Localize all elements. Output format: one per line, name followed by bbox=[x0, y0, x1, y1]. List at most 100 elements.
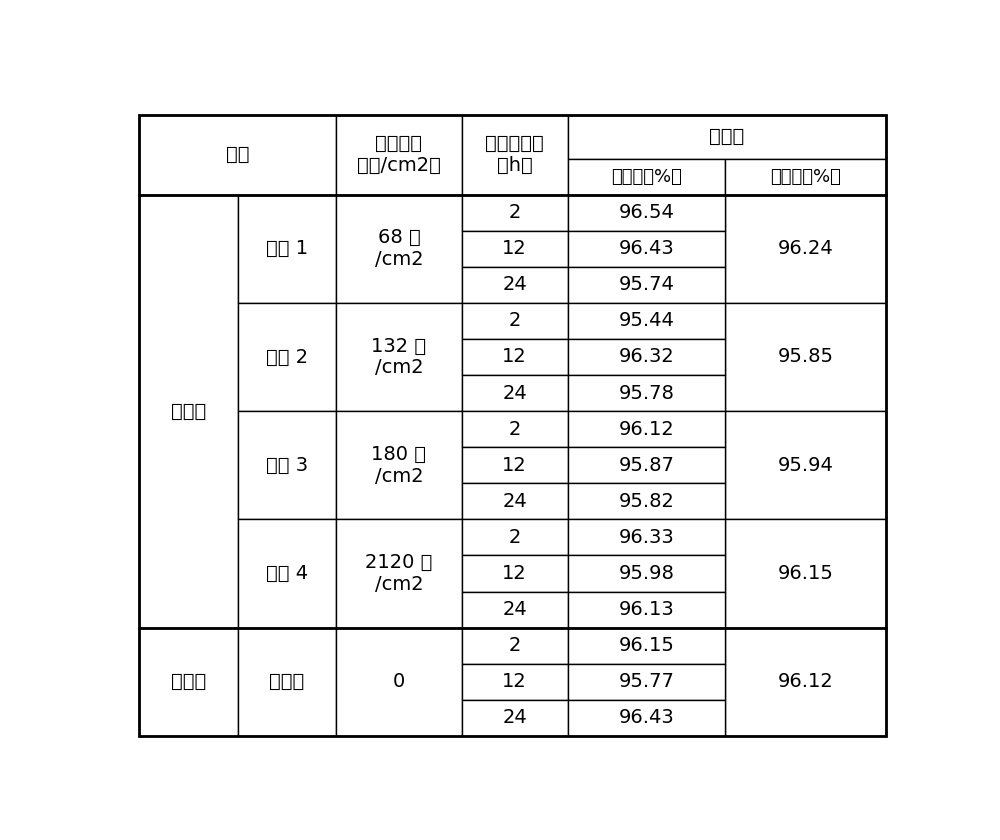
Text: 2: 2 bbox=[509, 636, 521, 655]
Text: 96.54: 96.54 bbox=[618, 203, 674, 222]
Bar bbox=[568, 664, 725, 700]
Bar bbox=[462, 447, 568, 483]
Text: 95.44: 95.44 bbox=[618, 312, 674, 330]
Bar bbox=[462, 411, 568, 447]
Text: 68 粒
/cm2: 68 粒 /cm2 bbox=[375, 228, 423, 269]
Bar bbox=[568, 159, 725, 195]
Text: 96.15: 96.15 bbox=[618, 636, 674, 655]
Bar bbox=[568, 700, 725, 736]
Text: 12: 12 bbox=[502, 564, 527, 583]
Text: 96.13: 96.13 bbox=[618, 600, 674, 619]
Bar bbox=[336, 627, 462, 736]
Bar bbox=[725, 519, 886, 627]
Bar bbox=[568, 411, 725, 447]
Text: 0: 0 bbox=[393, 672, 405, 691]
Text: 96.43: 96.43 bbox=[618, 239, 674, 258]
Text: 2: 2 bbox=[509, 312, 521, 330]
Text: 产卵后时间
（h）: 产卵后时间 （h） bbox=[485, 134, 544, 176]
Bar bbox=[568, 339, 725, 375]
Bar bbox=[568, 519, 725, 555]
Text: 96.12: 96.12 bbox=[618, 420, 674, 438]
Bar bbox=[462, 483, 568, 519]
Bar bbox=[238, 627, 336, 736]
Text: 2120 粒
/cm2: 2120 粒 /cm2 bbox=[365, 553, 433, 594]
Bar bbox=[725, 159, 886, 195]
Bar bbox=[462, 375, 568, 411]
Text: 24: 24 bbox=[502, 708, 527, 727]
Bar bbox=[139, 195, 238, 627]
Bar bbox=[462, 267, 568, 302]
Text: 95.78: 95.78 bbox=[618, 384, 674, 402]
Bar bbox=[462, 195, 568, 231]
Text: 蚕连纸: 蚕连纸 bbox=[269, 672, 305, 691]
Bar bbox=[336, 115, 462, 195]
Bar bbox=[568, 555, 725, 591]
Text: 2: 2 bbox=[509, 420, 521, 438]
Text: 12: 12 bbox=[502, 672, 527, 691]
Bar bbox=[568, 115, 886, 159]
Text: 2: 2 bbox=[509, 528, 521, 547]
Text: 95.87: 95.87 bbox=[618, 456, 674, 475]
Text: 材料 1: 材料 1 bbox=[266, 239, 308, 258]
Text: 24: 24 bbox=[502, 384, 527, 402]
Text: 对照组: 对照组 bbox=[171, 672, 206, 691]
Text: 材料 2: 材料 2 bbox=[266, 348, 308, 366]
Text: 95.77: 95.77 bbox=[618, 672, 674, 691]
Bar bbox=[725, 302, 886, 411]
Text: 12: 12 bbox=[502, 348, 527, 366]
Bar bbox=[568, 483, 725, 519]
Text: 132 粒
/cm2: 132 粒 /cm2 bbox=[371, 337, 427, 377]
Bar bbox=[462, 591, 568, 627]
Text: 95.94: 95.94 bbox=[777, 456, 833, 475]
Text: 95.82: 95.82 bbox=[618, 492, 674, 511]
Bar bbox=[238, 519, 336, 627]
Text: 24: 24 bbox=[502, 276, 527, 294]
Bar bbox=[568, 447, 725, 483]
Text: 2: 2 bbox=[509, 203, 521, 222]
Text: 孵化率（%）: 孵化率（%） bbox=[611, 168, 682, 186]
Text: 材料 3: 材料 3 bbox=[266, 456, 308, 475]
Text: 平均值（%）: 平均值（%） bbox=[770, 168, 841, 186]
Text: 95.74: 95.74 bbox=[618, 276, 674, 294]
Bar bbox=[336, 519, 462, 627]
Bar bbox=[462, 627, 568, 664]
Bar bbox=[462, 555, 568, 591]
Bar bbox=[462, 519, 568, 555]
Text: 96.43: 96.43 bbox=[618, 708, 674, 727]
Bar bbox=[568, 302, 725, 339]
Bar bbox=[139, 627, 238, 736]
Text: 材料 4: 材料 4 bbox=[266, 564, 308, 583]
Text: 24: 24 bbox=[502, 600, 527, 619]
Text: 96.33: 96.33 bbox=[618, 528, 674, 547]
Bar bbox=[139, 115, 336, 195]
Text: 180 粒
/cm2: 180 粒 /cm2 bbox=[371, 444, 426, 486]
Text: 材料规格
（个/cm2）: 材料规格 （个/cm2） bbox=[357, 134, 441, 176]
Text: 96.12: 96.12 bbox=[777, 672, 833, 691]
Text: 95.98: 95.98 bbox=[618, 564, 674, 583]
Bar bbox=[462, 115, 568, 195]
Text: 实验组: 实验组 bbox=[171, 402, 206, 421]
Bar bbox=[568, 267, 725, 302]
Bar bbox=[238, 302, 336, 411]
Bar bbox=[462, 339, 568, 375]
Text: 处理: 处理 bbox=[226, 145, 249, 165]
Bar bbox=[336, 195, 462, 302]
Bar bbox=[568, 231, 725, 267]
Text: 96.24: 96.24 bbox=[777, 239, 833, 258]
Bar bbox=[336, 302, 462, 411]
Text: 24: 24 bbox=[502, 492, 527, 511]
Bar bbox=[568, 627, 725, 664]
Text: 12: 12 bbox=[502, 239, 527, 258]
Bar bbox=[462, 700, 568, 736]
Bar bbox=[725, 195, 886, 302]
Bar bbox=[725, 627, 886, 736]
Bar bbox=[568, 591, 725, 627]
Bar bbox=[568, 195, 725, 231]
Text: 95.85: 95.85 bbox=[777, 348, 833, 366]
Bar bbox=[238, 411, 336, 519]
Text: 孵化率: 孵化率 bbox=[709, 128, 745, 146]
Bar bbox=[725, 411, 886, 519]
Text: 96.32: 96.32 bbox=[618, 348, 674, 366]
Text: 96.15: 96.15 bbox=[777, 564, 833, 583]
Bar bbox=[462, 302, 568, 339]
